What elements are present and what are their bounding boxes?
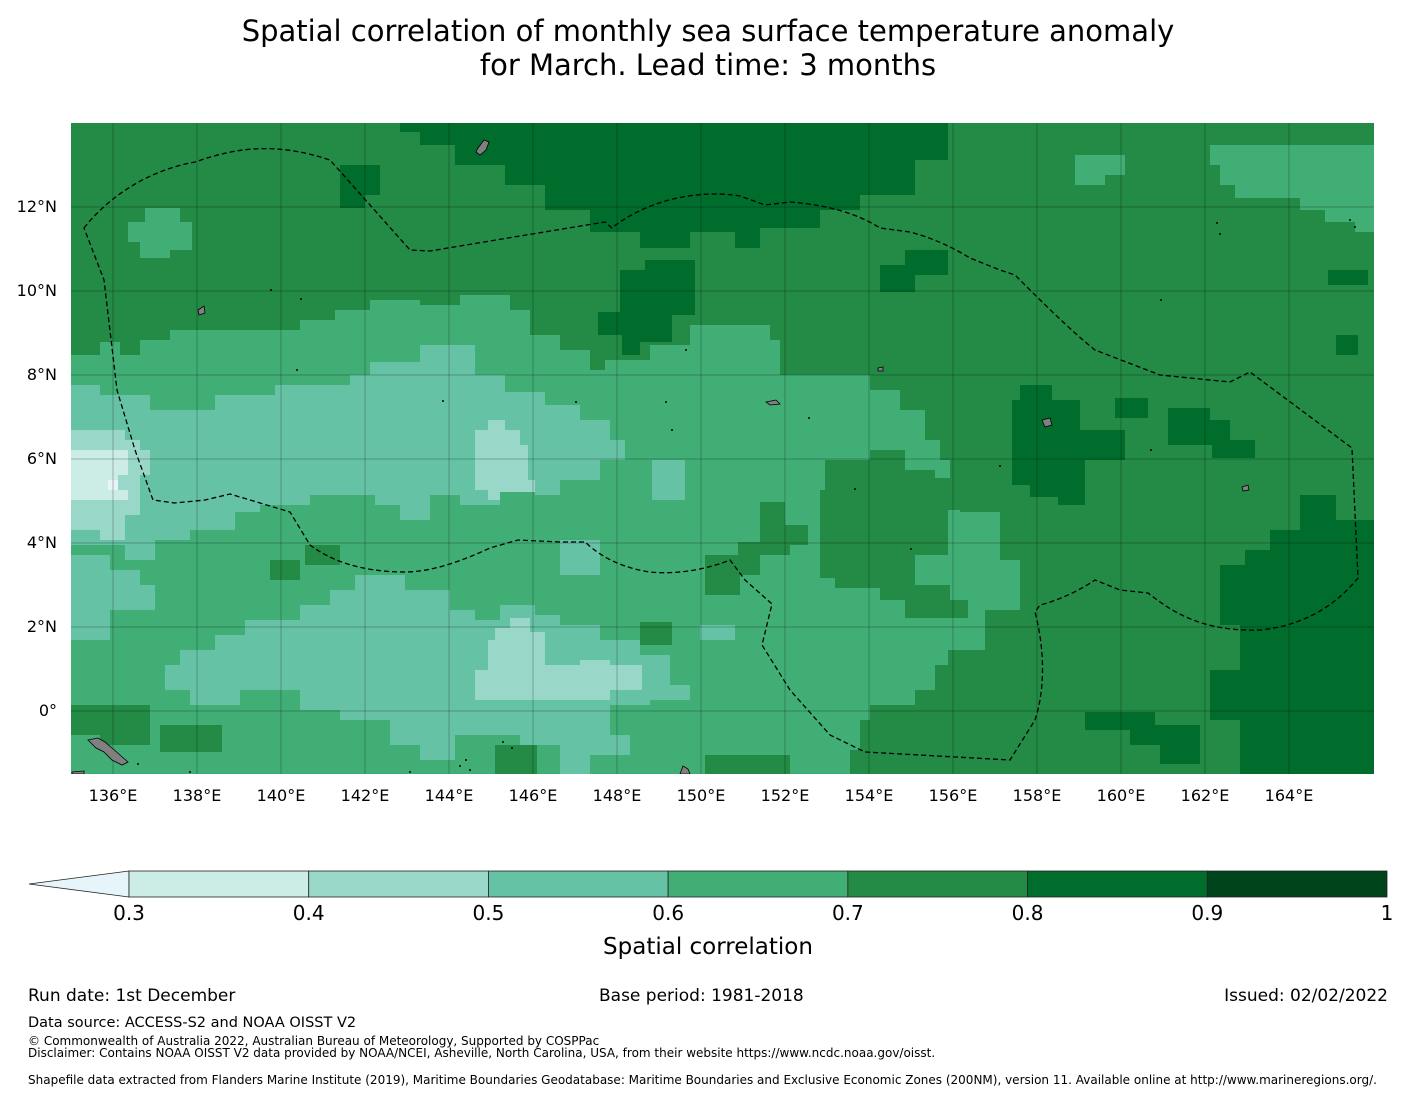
data-source: Data source: ACCESS-S2 and NOAA OISST V2 xyxy=(28,1015,357,1031)
x-tick-label: 136°E xyxy=(89,786,138,805)
y-tick-label: 10°N xyxy=(17,281,57,300)
colorbar-boxes xyxy=(128,870,1388,898)
region-0.3-0.4 xyxy=(71,450,128,500)
region-0.4-0.5-south xyxy=(475,618,642,700)
region-0.7-0.8-central xyxy=(705,450,968,618)
region-0.5-0.6-west xyxy=(71,345,625,560)
x-tick-label: 160°E xyxy=(1097,786,1146,805)
y-tick-label: 4°N xyxy=(27,533,57,552)
region-0.8-0.9-ne xyxy=(880,250,948,292)
region-0.8-0.9-south xyxy=(1085,712,1200,764)
colorbar: 0.3 0.4 0.5 0.6 0.7 0.8 0.9 1 Spatial correlati… xyxy=(28,870,1393,960)
colorbar-box xyxy=(128,870,310,898)
region-0.8-0.9-small-e xyxy=(1328,270,1368,285)
x-tick-label: 142°E xyxy=(341,786,390,805)
chart-title: Spatial correlation of monthly sea surfa… xyxy=(0,14,1416,82)
region-0.8-0.9-small-e2 xyxy=(1336,335,1358,355)
x-tick-label: 156°E xyxy=(929,786,978,805)
region-0.5-0.6-south xyxy=(165,575,690,774)
colorbar-tick-label: 0.3 xyxy=(113,901,145,925)
region-0.7-0.8-south-central xyxy=(860,650,1030,774)
x-tick-label: 152°E xyxy=(761,786,810,805)
colorbar-box xyxy=(1027,870,1208,898)
y-tick-label: 8°N xyxy=(27,365,57,384)
region-0.6-0.7-nw xyxy=(128,208,192,258)
colorbar-tick-label: 0.9 xyxy=(1191,901,1223,925)
x-tick-label: 150°E xyxy=(677,786,726,805)
x-axis-labels: 136°E 138°E 140°E 142°E 144°E 146°E 148°… xyxy=(89,786,1314,805)
x-tick-label: 162°E xyxy=(1181,786,1230,805)
colorbar-box xyxy=(308,870,489,898)
region-0.8-0.9-small-e3 xyxy=(1115,398,1148,418)
land-masses xyxy=(71,139,1250,774)
x-tick-label: 154°E xyxy=(845,786,894,805)
region-0.4-0.5-central xyxy=(475,420,535,500)
shapefile-credit: Shapefile data extracted from Flanders M… xyxy=(28,1073,1377,1087)
x-tick-label: 158°E xyxy=(1013,786,1062,805)
colorbar-box xyxy=(847,870,1028,898)
colorbar-tick-label: 0.5 xyxy=(473,901,505,925)
colorbar-box xyxy=(1206,870,1388,898)
y-tick-label: 12°N xyxy=(17,197,57,216)
region-0.8-0.9-southeast xyxy=(1210,495,1374,774)
colorbar-tick-label: 1 xyxy=(1381,901,1394,925)
x-tick-label: 164°E xyxy=(1265,786,1314,805)
region-0.8-0.9-north xyxy=(400,123,948,248)
disclaimer: Disclaimer: Contains NOAA OISST V2 data … xyxy=(28,1046,936,1060)
correlation-field xyxy=(71,123,1374,774)
y-tick-label: 6°N xyxy=(27,449,57,468)
island-southwest xyxy=(87,737,129,766)
region-0.8-0.9-small-north xyxy=(340,165,380,208)
small-islands xyxy=(137,219,1356,773)
y-tick-label: 0° xyxy=(39,701,57,720)
island-kosrae xyxy=(1241,484,1250,492)
colorbar-box xyxy=(667,870,849,898)
run-date: Run date: 1st December xyxy=(28,986,236,1006)
map-gridlines xyxy=(71,123,1374,774)
colorbar-title: Spatial correlation xyxy=(603,934,813,960)
y-tick-label: 2°N xyxy=(27,617,57,636)
copyright: © Commonwealth of Australia 2022, Austra… xyxy=(28,1034,600,1048)
x-tick-label: 138°E xyxy=(173,786,222,805)
island-north xyxy=(475,139,490,156)
y-axis-labels: 12°N 10°N 8°N 6°N 4°N 2°N 0° xyxy=(17,197,57,720)
colorbar-tick-label: 0.6 xyxy=(652,901,684,925)
title-line-1: Spatial correlation of monthly sea surfa… xyxy=(241,14,1175,48)
title-line-2: for March. Lead time: 3 months xyxy=(479,48,937,82)
colorbar-tick-label: 0.8 xyxy=(1012,901,1044,925)
colorbar-tick-label: 0.4 xyxy=(293,901,325,925)
x-tick-label: 146°E xyxy=(509,786,558,805)
region-0.8-0.9-east-2 xyxy=(1168,408,1255,458)
colorbar-extend-arrow xyxy=(28,870,130,898)
colorbar-box xyxy=(488,870,669,898)
region-0.5-0.6-sw xyxy=(71,555,155,640)
region-0.8-0.9-central xyxy=(598,260,695,355)
x-tick-label: 148°E xyxy=(593,786,642,805)
island-pohnpei xyxy=(1041,417,1053,428)
island-ngulu xyxy=(197,305,206,316)
island-south xyxy=(679,765,691,774)
x-tick-label: 140°E xyxy=(257,786,306,805)
eez-boundary xyxy=(83,147,1359,761)
region-0.6-0.7-ne-2 xyxy=(1075,155,1125,185)
issued-date: Issued: 02/02/2022 xyxy=(1224,986,1388,1006)
colorbar-tick-labels: 0.3 0.4 0.5 0.6 0.7 0.8 0.9 1 xyxy=(113,901,1393,925)
region-0.6-0.7-ne xyxy=(1210,145,1374,232)
x-tick-label: 144°E xyxy=(425,786,474,805)
colorbar-tick-label: 0.7 xyxy=(832,901,864,925)
region-0.8-0.9-east xyxy=(1012,385,1125,505)
region-0.5-0.6-patch xyxy=(652,460,685,500)
base-period: Base period: 1981-2018 xyxy=(599,986,804,1006)
